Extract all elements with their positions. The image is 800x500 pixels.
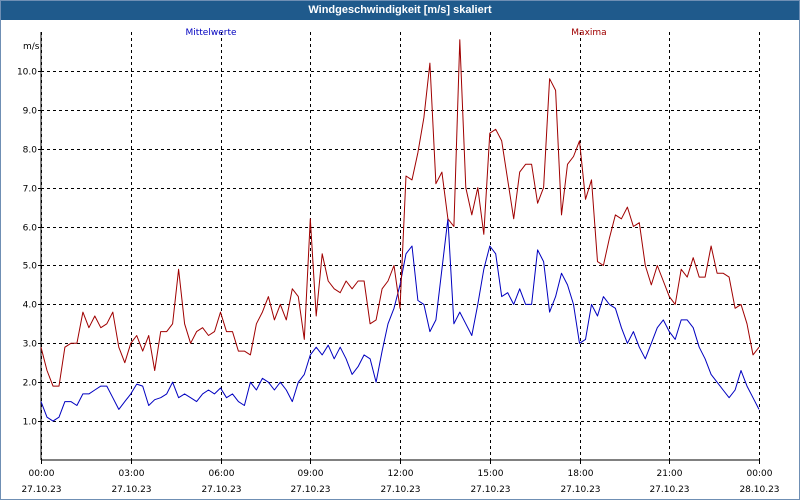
- series: [40, 39, 760, 422]
- y-tick-label: 10.0: [17, 68, 37, 78]
- x-tick-time-label: 00:00: [29, 469, 55, 479]
- x-tick-time-label: 06:00: [209, 469, 235, 479]
- y-axis-label: m/s: [23, 42, 40, 52]
- y-tick-label: 3.0: [23, 340, 38, 350]
- x-tick-date-label: 28.10.23: [739, 485, 779, 495]
- series-line-maxima: [40, 39, 760, 387]
- legend-maxima: Maxima: [571, 28, 606, 38]
- y-tick-label: 2.0: [23, 379, 38, 389]
- y-tick-label: 9.0: [23, 107, 38, 117]
- y-tick-label: 8.0: [23, 146, 38, 156]
- x-tick-time-label: 12:00: [388, 469, 414, 479]
- y-tick-label: 4.0: [23, 301, 38, 311]
- x-tick-date-label: 27.10.23: [290, 485, 330, 495]
- x-tick-date-label: 27.10.23: [201, 485, 241, 495]
- y-tick-label: 1.0: [23, 418, 38, 428]
- window-title: Windgeschwindigkeit [m/s] skaliert: [1, 1, 799, 20]
- legend-mittelwerte: Mittelwerte: [185, 28, 236, 38]
- x-tick-date-label: 27.10.23: [380, 485, 420, 495]
- x-tick-time-label: 03:00: [119, 469, 145, 479]
- axes: 1.0 2.0 3.0 4.0 5.0 6.0 7.0 8.0 9.0 10.0 00:00 27.1…: [17, 32, 780, 495]
- x-tick-date-label: 27.10.23: [21, 485, 61, 495]
- x-tick-date-label: 27.10.23: [111, 485, 151, 495]
- y-tick-label: 7.0: [23, 185, 38, 195]
- x-tick-time-label: 21:00: [657, 469, 683, 479]
- y-tick-label: 6.0: [23, 224, 38, 234]
- grid: [41, 32, 760, 460]
- x-tick-date-label: 27.10.23: [560, 485, 600, 495]
- x-tick-date-label: 27.10.23: [470, 485, 510, 495]
- series-line-mittelwerte: [40, 218, 760, 422]
- x-tick-time-label: 15:00: [478, 469, 504, 479]
- x-tick-date-label: 27.10.23: [649, 485, 689, 495]
- y-tick-label: 5.0: [23, 262, 38, 272]
- x-tick-time-label: 00:00: [747, 469, 773, 479]
- x-tick-time-label: 09:00: [298, 469, 324, 479]
- x-tick-time-label: 18:00: [568, 469, 594, 479]
- wind-speed-chart: 1.0 2.0 3.0 4.0 5.0 6.0 7.0 8.0 9.0 10.0 00:00 27.1…: [17, 28, 780, 495]
